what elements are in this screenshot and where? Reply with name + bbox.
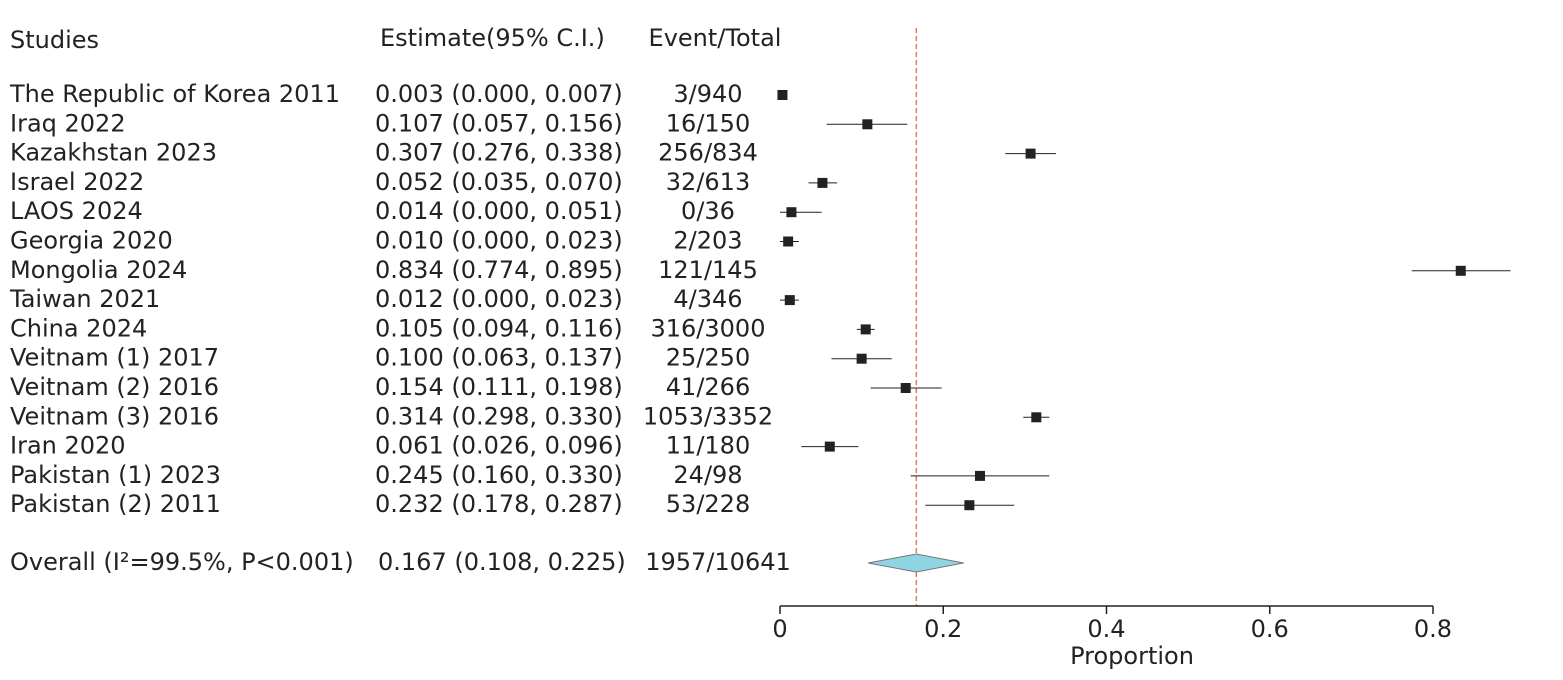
estimate-label: 0.245 (0.160, 0.330) bbox=[375, 461, 623, 489]
estimate-label: 0.107 (0.057, 0.156) bbox=[375, 109, 623, 137]
events-label: 256/834 bbox=[658, 139, 758, 167]
study-name: Taiwan 2021 bbox=[9, 285, 160, 313]
estimate-label: 0.012 (0.000, 0.023) bbox=[375, 285, 623, 313]
study-name: Veitnam (1) 2017 bbox=[10, 344, 219, 372]
overall-estimate: 0.167 (0.108, 0.225) bbox=[378, 548, 626, 576]
study-name: Pakistan (1) 2023 bbox=[10, 461, 221, 489]
estimate-label: 0.105 (0.094, 0.116) bbox=[375, 314, 623, 342]
estimate-label: 0.003 (0.000, 0.007) bbox=[375, 80, 623, 108]
estimate-label: 0.834 (0.774, 0.895) bbox=[375, 256, 623, 284]
events-label: 25/250 bbox=[666, 344, 750, 372]
study-name: Veitnam (3) 2016 bbox=[10, 402, 219, 430]
estimate-box bbox=[784, 295, 795, 306]
events-label: 1053/3352 bbox=[643, 402, 773, 430]
study-name: Iran 2020 bbox=[10, 432, 126, 460]
estimate-box bbox=[1031, 412, 1042, 423]
events-label: 121/145 bbox=[658, 256, 758, 284]
estimate-box bbox=[1025, 148, 1036, 159]
events-label: 4/346 bbox=[673, 285, 742, 313]
events-label: 2/203 bbox=[673, 227, 742, 255]
study-name: LAOS 2024 bbox=[10, 197, 143, 225]
events-label: 41/266 bbox=[666, 373, 750, 401]
estimate-box bbox=[1455, 265, 1466, 276]
estimate-label: 0.154 (0.111, 0.198) bbox=[375, 373, 623, 401]
events-label: 0/36 bbox=[681, 197, 735, 225]
events-label: 16/150 bbox=[666, 109, 750, 137]
study-name: Georgia 2020 bbox=[10, 227, 173, 255]
estimate-label: 0.010 (0.000, 0.023) bbox=[375, 227, 623, 255]
events-label: 3/940 bbox=[673, 80, 742, 108]
estimate-label: 0.307 (0.276, 0.338) bbox=[375, 139, 623, 167]
estimate-label: 0.061 (0.026, 0.096) bbox=[375, 432, 623, 460]
x-tick-label: 0.6 bbox=[1251, 615, 1289, 643]
x-axis-label: Proportion bbox=[1070, 642, 1194, 670]
overall-diamond bbox=[868, 553, 964, 573]
events-header: Event/Total bbox=[649, 24, 782, 52]
estimate-box bbox=[974, 470, 985, 481]
x-tick-label: 0 bbox=[772, 615, 787, 643]
events-label: 32/613 bbox=[666, 168, 750, 196]
study-name: The Republic of Korea 2011 bbox=[9, 80, 340, 108]
overall-events: 1957/10641 bbox=[645, 548, 791, 576]
study-name: Mongolia 2024 bbox=[10, 256, 187, 284]
estimate-box bbox=[824, 441, 835, 452]
estimate-label: 0.052 (0.035, 0.070) bbox=[375, 168, 623, 196]
study-header: Studies bbox=[10, 26, 99, 54]
estimate-box bbox=[964, 500, 975, 511]
estimate-box bbox=[786, 207, 797, 218]
study-name: Israel 2022 bbox=[10, 168, 144, 196]
estimate-box bbox=[783, 236, 794, 247]
x-tick-label: 0.8 bbox=[1414, 615, 1452, 643]
overall-label: Overall (I²=99.5%, P<0.001) bbox=[10, 548, 354, 576]
estimate-box bbox=[856, 353, 867, 364]
study-name: Kazakhstan 2023 bbox=[10, 139, 217, 167]
estimate-box bbox=[862, 119, 873, 130]
events-label: 316/3000 bbox=[651, 314, 766, 342]
x-tick-label: 0.2 bbox=[924, 615, 962, 643]
events-label: 11/180 bbox=[666, 432, 750, 460]
estimate-box bbox=[860, 324, 871, 335]
study-name: Pakistan (2) 2011 bbox=[10, 490, 221, 518]
events-label: 24/98 bbox=[673, 461, 742, 489]
estimate-label: 0.100 (0.063, 0.137) bbox=[375, 344, 623, 372]
estimate-label: 0.314 (0.298, 0.330) bbox=[375, 402, 623, 430]
estimate-box bbox=[817, 177, 828, 188]
estimate-label: 0.014 (0.000, 0.051) bbox=[375, 197, 623, 225]
estimate-box bbox=[777, 90, 788, 100]
estimate-label: 0.232 (0.178, 0.287) bbox=[375, 490, 623, 518]
study-name: Iraq 2022 bbox=[10, 109, 126, 137]
x-tick-label: 0.4 bbox=[1087, 615, 1125, 643]
study-name: China 2024 bbox=[10, 314, 147, 342]
estimate-box bbox=[900, 383, 911, 393]
estimate-header: Estimate(95% C.I.) bbox=[380, 24, 605, 52]
events-label: 53/228 bbox=[666, 490, 750, 518]
study-name: Veitnam (2) 2016 bbox=[10, 373, 219, 401]
